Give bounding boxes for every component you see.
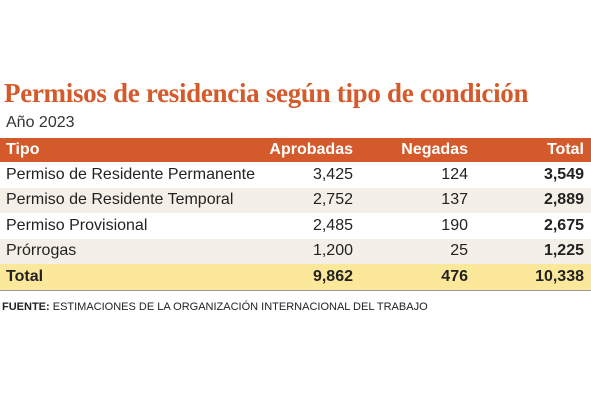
subtitle: Año 2023: [6, 114, 75, 131]
cell: Total: [546, 141, 584, 158]
cell: Permiso de Residente Permanente: [6, 165, 256, 183]
cell: 1,225: [543, 242, 584, 260]
total-row: Total 9,862 476 10,338: [0, 264, 591, 291]
cell: 10,338: [535, 267, 584, 285]
table-row: Permiso de Residente Temporal 2,752 137 2,8…: [0, 187, 591, 213]
cell: 3,549: [543, 165, 584, 183]
cell: 124: [441, 165, 468, 183]
table-row: Permiso de Residente Permanente 3,425 124 3…: [0, 162, 591, 188]
cell: 2,485: [312, 216, 353, 234]
table: Tipo Aprobadas Negadas Total Permiso de Resi…: [0, 138, 591, 291]
cell: 137: [441, 191, 468, 209]
cell: 25: [450, 242, 468, 260]
cell: 2,889: [543, 191, 584, 209]
cell: Tipo: [6, 141, 40, 158]
source: FUENTE: ESTIMACIONES DE LA ORGANIZACIÓN …: [2, 301, 428, 313]
table-row: Prórrogas 1,200 25 1,225: [0, 238, 591, 264]
cell: 190: [441, 216, 468, 234]
cell: 2,675: [543, 216, 584, 234]
header-row: Tipo Aprobadas Negadas Total: [0, 138, 591, 162]
cell: 9,862: [312, 267, 353, 285]
cell: Permiso Provisional: [6, 216, 148, 234]
cell: Total: [6, 267, 44, 285]
table-row: Permiso Provisional 2,485 190 2,675: [0, 213, 591, 239]
cell: 1,200: [312, 242, 353, 260]
source-label: FUENTE:: [2, 301, 50, 313]
cell: Prórrogas: [6, 242, 77, 260]
cell: 2,752: [312, 191, 353, 209]
cell: Negadas: [401, 141, 468, 158]
source-text: ESTIMACIONES DE LA ORGANIZACIÓN INTERNAC…: [52, 301, 428, 313]
title: Permisos de residencia según tipo de con…: [4, 78, 529, 108]
cell: 3,425: [312, 165, 353, 183]
cell: Permiso de Residente Temporal: [6, 191, 234, 209]
cell: Aprobadas: [269, 141, 353, 158]
cell: 476: [441, 267, 468, 285]
